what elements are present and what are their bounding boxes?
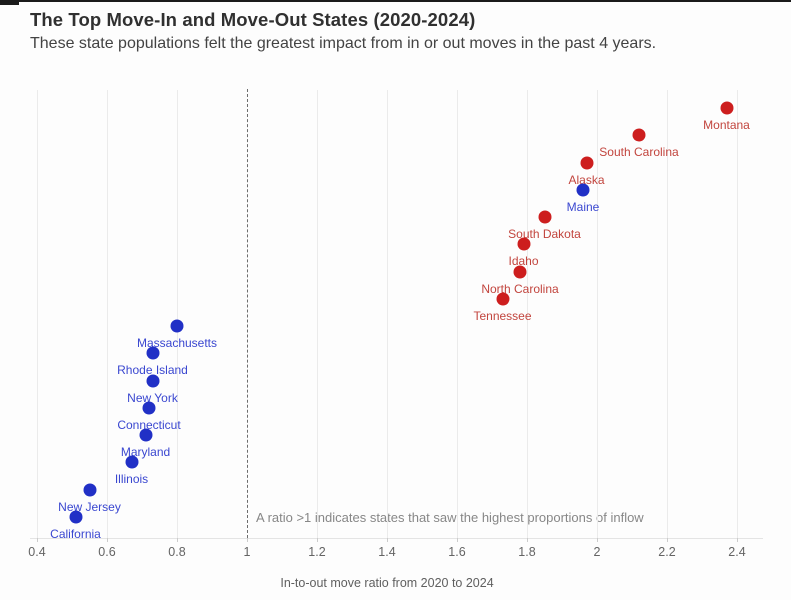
- data-point-label-california: California: [50, 527, 101, 541]
- gridline-2.2: [667, 90, 668, 538]
- tick-mark-0.6: [107, 538, 108, 542]
- reference-annotation: A ratio >1 indicates states that saw the…: [256, 510, 644, 525]
- tick-label-1.2: 1.2: [308, 545, 326, 559]
- gridline-0.8: [177, 90, 178, 538]
- data-point-alaska: [580, 156, 593, 170]
- tick-mark-1.6: [457, 538, 458, 542]
- gridline-0.6: [107, 90, 108, 538]
- tick-mark-1: [247, 538, 248, 542]
- chart-subtitle: These state populations felt the greates…: [30, 35, 657, 52]
- tick-label-1.4: 1.4: [378, 545, 396, 559]
- tick-mark-2: [597, 538, 598, 542]
- data-point-label-south-carolina: South Carolina: [599, 145, 679, 160]
- chart-title: The Top Move-In and Move-Out States (202…: [30, 9, 476, 30]
- tick-label-0.4: 0.4: [28, 545, 46, 559]
- data-point-south-dakota: [538, 210, 551, 224]
- data-point-massachusetts: [170, 319, 184, 333]
- data-point-rhode-island: [146, 346, 159, 360]
- gridline-1.2: [317, 90, 318, 538]
- tick-label-0.6: 0.6: [98, 545, 116, 559]
- gridline-1.6: [457, 90, 458, 538]
- data-point-label-illinois: Illinois: [114, 472, 149, 487]
- tick-mark-0.8: [177, 538, 178, 542]
- gridline-1.4: [387, 90, 388, 538]
- data-point-label-alaska: Alaska: [568, 172, 605, 187]
- gridline-0.4: [37, 90, 38, 538]
- tick-label-2: 2: [593, 545, 601, 559]
- data-point-south-carolina: [632, 128, 646, 142]
- tick-label-1.8: 1.8: [518, 545, 536, 559]
- tick-label-1.6: 1.6: [448, 545, 466, 559]
- data-point-idaho: [517, 237, 530, 251]
- data-point-connecticut: [142, 401, 156, 415]
- data-point-illinois: [125, 455, 138, 469]
- data-point-new-york: [146, 374, 159, 388]
- tick-mark-1.2: [317, 538, 318, 542]
- data-point-montana: [720, 101, 733, 115]
- gridline-1.8: [527, 90, 528, 538]
- data-point-label-maine: Maine: [566, 199, 600, 214]
- data-point-label-new-york: New York: [127, 390, 178, 405]
- data-point-label-montana: Montana: [703, 118, 750, 132]
- data-point-maine: [576, 183, 590, 197]
- tick-label-2.2: 2.2: [658, 545, 676, 559]
- data-point-label-rhode-island: Rhode Island: [117, 363, 188, 378]
- tick-label-2.4: 2.4: [728, 545, 746, 559]
- gridline-2.4: [737, 90, 738, 538]
- tick-label-0.8: 0.8: [168, 545, 186, 559]
- data-point-label-maryland: Maryland: [120, 445, 171, 460]
- data-point-label-new-jersey: New Jersey: [58, 499, 121, 514]
- data-point-tennessee: [496, 292, 509, 306]
- tick-mark-0.4: [37, 538, 38, 542]
- data-point-label-connecticut: Connecticut: [117, 417, 181, 432]
- data-point-label-tennessee: Tennessee: [473, 308, 532, 323]
- tick-mark-1.4: [387, 538, 388, 542]
- tick-mark-1.8: [527, 538, 528, 542]
- data-point-label-north-carolina: North Carolina: [481, 281, 559, 296]
- window-top-border: [0, 0, 791, 2]
- data-point-maryland: [139, 428, 152, 442]
- tick-mark-2.2: [667, 538, 668, 542]
- x-axis-title: In-to-out move ratio from 2020 to 2024: [280, 576, 494, 590]
- gridline-2: [597, 90, 598, 538]
- data-point-label-idaho: Idaho: [508, 254, 539, 269]
- ratio-1-reference-line: [247, 89, 248, 538]
- window-top-left-notch: [0, 0, 19, 5]
- data-point-new-jersey: [83, 483, 96, 497]
- tick-mark-2.4: [737, 538, 738, 542]
- data-point-north-carolina: [513, 265, 527, 279]
- tick-label-1: 1: [243, 545, 251, 559]
- x-axis-line: [30, 538, 763, 539]
- data-point-label-south-dakota: South Dakota: [508, 227, 581, 242]
- data-point-label-massachusetts: Massachusetts: [136, 336, 218, 351]
- data-point-california: [69, 510, 82, 524]
